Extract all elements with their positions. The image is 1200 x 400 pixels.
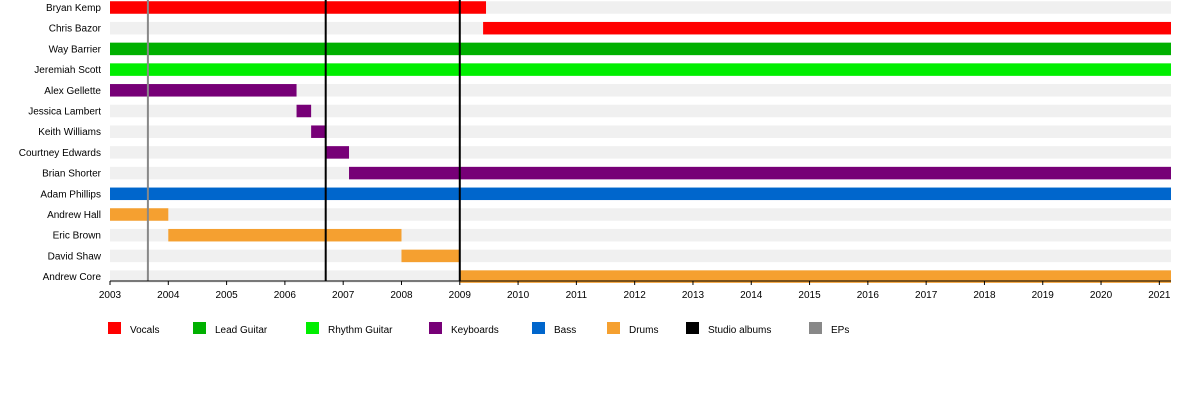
row-background [110,104,1171,118]
member-name-label: Chris Bazor [49,24,102,35]
member-name-label: Jessica Lambert [28,107,101,118]
member-labels: Bryan Kemp Chris Bazor Way Barrier Jeremiah… [19,3,102,283]
legend-label-lead: Lead Guitar [215,325,268,336]
member-bar [311,125,326,138]
member-name-label: David Shaw [48,251,102,262]
legend-swatch-lead [193,322,206,334]
row-background [110,146,1171,159]
member-bar [459,270,1171,283]
x-tick-label: 2008 [390,290,413,301]
legend-label-vocals: Vocals [130,325,159,336]
member-bars [110,1,1172,283]
x-tick-label: 2004 [157,290,180,301]
x-tick-label: 2011 [566,290,588,301]
x-tick-label: 2010 [507,290,530,301]
x-axis: 2003 2004 2005 2006 2007 2008 2009 2010 2011 2012… [99,280,1171,301]
member-name-label: Keith Williams [38,127,101,138]
x-tick-label: 2020 [1090,290,1113,301]
legend-swatch-drums [607,322,620,334]
x-tick-label: 2014 [740,290,763,301]
legend-label-keys: Keyboards [451,325,499,336]
legend-swatch-ep [809,322,822,334]
member-name-label: Brian Shorter [42,169,102,180]
x-tick-label: 2003 [99,290,122,301]
member-bar [483,21,1172,35]
legend-swatch-bass [532,322,545,334]
legend-label-rhythm: Rhythm Guitar [328,325,393,336]
legend-label-ep: EPs [831,325,849,336]
member-bar [401,249,460,263]
member-bar [110,63,1171,76]
row-background [110,84,1171,97]
member-name-label: Adam Phillips [40,189,101,200]
member-bar [110,1,487,14]
x-tick-label: 2009 [449,290,472,301]
x-tick-label: 2007 [332,290,355,301]
member-bar [349,166,1171,180]
legend-label-drums: Drums [629,325,658,336]
x-tick-label: 2015 [798,290,821,301]
legend-label-studio: Studio albums [708,325,771,336]
member-name-label: Alex Gellette [44,86,101,97]
legend: Vocals Lead Guitar Rhythm Guitar Keyboards B… [108,322,849,336]
legend-swatch-studio [686,322,699,334]
x-tick-label: 2012 [624,290,647,301]
member-name-label: Way Barrier [49,44,102,55]
x-tick-label: 2013 [682,290,705,301]
row-background [110,125,1171,138]
member-name-label: Courtney Edwards [19,148,101,159]
release-lines [146,0,461,281]
x-tick-label: 2018 [973,290,996,301]
legend-swatch-keys [429,322,442,334]
member-bar [110,208,169,221]
x-tick-label: 2019 [1032,290,1055,301]
member-name-label: Jeremiah Scott [34,65,101,76]
member-bar [296,104,312,118]
row-background [110,249,1171,263]
x-tick-label: 2021 [1148,290,1171,301]
legend-swatch-rhythm [306,322,319,334]
member-name-label: Andrew Hall [47,210,101,221]
legend-swatch-vocals [108,322,121,334]
x-tick-label: 2017 [915,290,938,301]
x-tick-label: 2016 [857,290,880,301]
member-bar [110,187,1171,201]
x-tick-label: 2006 [274,290,297,301]
member-name-label: Bryan Kemp [46,3,101,14]
legend-label-bass: Bass [554,325,576,336]
member-bar [110,42,1171,56]
member-bar [110,84,297,97]
member-bar [325,146,350,159]
row-background [110,208,1171,221]
member-bar [168,228,402,242]
member-name-label: Eric Brown [53,231,101,242]
x-tick-label: 2005 [215,290,238,301]
member-name-label: Andrew Core [43,272,102,283]
